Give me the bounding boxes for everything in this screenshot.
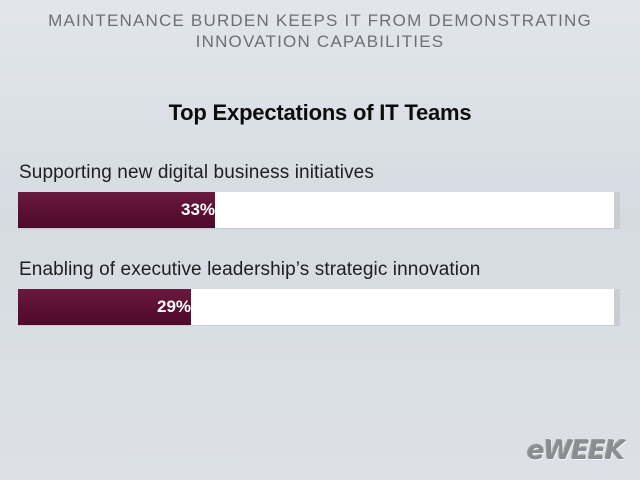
bar-track-strategic-innovation: 29% xyxy=(18,289,620,325)
header-line-1: MAINTENANCE BURDEN KEEPS IT FROM DEMONST… xyxy=(48,11,592,30)
bar-value-strategic-innovation: 29% xyxy=(157,297,192,316)
bar-value-digital-initiatives: 33% xyxy=(181,200,216,219)
bar-digital-initiatives xyxy=(18,192,215,228)
bar-strategic-innovation xyxy=(18,289,191,325)
eweek-logo: eWEEK xyxy=(527,436,625,466)
header-title: MAINTENANCE BURDEN KEEPS IT FROM DEMONST… xyxy=(0,10,640,52)
bar-label-strategic-innovation: Enabling of executive leadership’s strat… xyxy=(19,259,481,280)
header-line-2: INNOVATION CAPABILITIES xyxy=(195,32,445,51)
bar-track-digital-initiatives: 33% xyxy=(18,192,620,228)
chart-title: Top Expectations of IT Teams xyxy=(168,100,472,125)
bar-label-digital-initiatives: Supporting new digital business initiati… xyxy=(19,162,374,183)
